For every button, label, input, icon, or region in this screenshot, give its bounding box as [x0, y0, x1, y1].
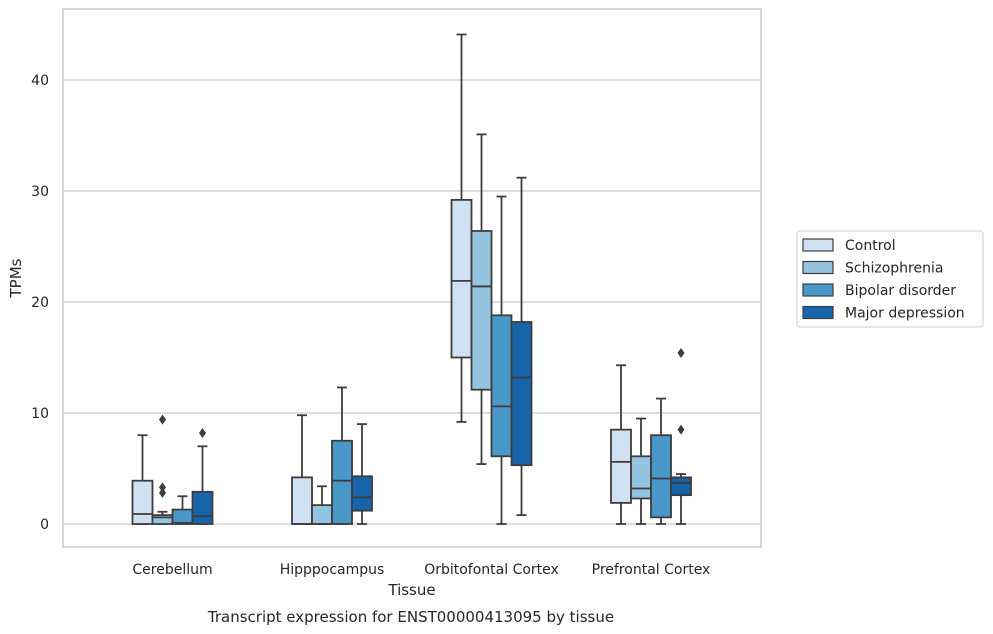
box-2-3 — [650, 397, 672, 525]
y-axis-title: TPMs — [7, 258, 25, 298]
legend-frame — [796, 230, 984, 328]
box-iqr — [291, 476, 313, 525]
outlier-point — [159, 414, 166, 425]
legend-label-3: Major depression — [845, 306, 965, 322]
y-tick-label-30: 30 — [31, 184, 49, 200]
y-axis-ticks: 0 10 20 30 40 — [31, 73, 49, 533]
box-iqr — [610, 428, 632, 504]
box-1-1 — [311, 485, 333, 525]
legend-swatch-3 — [802, 305, 834, 320]
outlier-point — [677, 348, 685, 359]
outlier-point — [677, 424, 685, 435]
box-0-0 — [131, 434, 154, 525]
legend-swatch-0 — [802, 238, 834, 252]
x-axis-ticks: Cerebellum Hipppocampus Orbitofontal Corte… — [132, 562, 710, 578]
box-3-2 — [510, 176, 533, 517]
outlier-point — [159, 487, 166, 498]
x-axis-title: Tissue — [387, 581, 435, 599]
box-iqr — [470, 230, 493, 391]
outlier-point — [159, 482, 166, 493]
box-1-0 — [151, 414, 174, 525]
box-iqr — [670, 476, 692, 497]
legend-label-2: Bipolar disorder — [845, 283, 956, 299]
legend: Control Schizophrenia Bipolar disorder Majo… — [796, 230, 984, 328]
box-iqr — [630, 455, 652, 500]
y-tick-label-40: 40 — [31, 73, 49, 89]
box-iqr — [171, 508, 194, 525]
box-iqr — [510, 321, 533, 467]
box-0-3 — [610, 364, 632, 525]
outlier-point — [199, 427, 206, 438]
x-tick-label-3: Prefrontal Cortex — [592, 562, 711, 578]
plot-frame — [62, 8, 762, 548]
box-iqr — [331, 439, 353, 525]
legend-swatch-2 — [802, 283, 834, 297]
box-iqr — [490, 314, 513, 458]
boxes — [131, 33, 692, 525]
box-0-2 — [450, 33, 473, 423]
box-iqr — [311, 504, 333, 525]
box-iqr — [650, 434, 672, 519]
box-1-3 — [630, 417, 652, 525]
x-tick-label-2: Orbitofontal Cortex — [424, 562, 559, 578]
y-tick-label-10: 10 — [31, 406, 49, 422]
x-tick-label-0: Cerebellum — [132, 562, 212, 578]
box-iqr — [131, 479, 154, 525]
y-tick-label-0: 0 — [40, 517, 49, 533]
figure-caption: Transcript expression for ENST0000041309… — [207, 608, 614, 626]
box-2-1 — [331, 386, 353, 525]
box-1-2 — [470, 133, 493, 465]
box-3-0 — [191, 427, 214, 525]
box-iqr — [191, 490, 214, 525]
legend-label-0: Control — [845, 238, 896, 254]
box-0-1 — [291, 414, 313, 525]
x-tick-label-1: Hipppocampus — [280, 562, 385, 578]
box-2-2 — [490, 195, 513, 525]
box-iqr — [450, 198, 473, 359]
box-iqr — [351, 475, 373, 512]
box-3-1 — [351, 423, 373, 525]
y-tick-label-20: 20 — [31, 295, 49, 311]
legend-label-1: Schizophrenia — [845, 261, 943, 277]
box-3-3 — [670, 348, 692, 525]
legend-swatch-1 — [802, 260, 834, 275]
box-2-0 — [171, 495, 194, 525]
